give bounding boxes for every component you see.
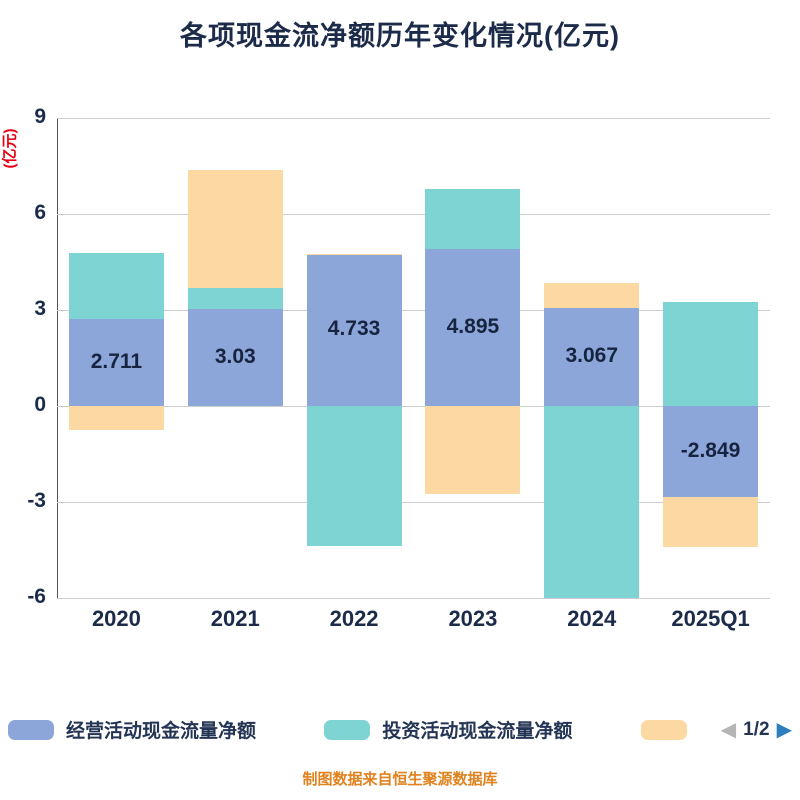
bar-segment-investing-2020[interactable] — [68, 253, 164, 320]
gridline-y-6 — [57, 214, 770, 215]
y-tick-label-6: 6 — [34, 201, 46, 224]
legend-prev-page-icon[interactable]: ◀ — [720, 719, 737, 741]
bar-value-label-2023: 4.895 — [446, 314, 500, 338]
bar-value-label-2021: 3.03 — [214, 344, 256, 368]
bar-segment-other-2021[interactable] — [187, 170, 283, 288]
legend-swatch-other[interactable] — [640, 719, 687, 740]
bar-segment-operating-2023[interactable] — [425, 249, 521, 406]
bar-segment-operating-2020[interactable] — [68, 319, 164, 406]
bar-segment-investing-2021[interactable] — [187, 287, 283, 310]
legend-label-investing: 投资活动现金流量净额 — [382, 721, 573, 742]
legend-label-operating: 经营活动现金流量净额 — [66, 721, 257, 742]
x-tick-label-2021: 2021 — [210, 606, 260, 631]
legend-swatch-operating[interactable] — [8, 719, 54, 740]
y-tick-label--6: -6 — [27, 585, 46, 608]
gridline-y-0 — [57, 406, 770, 407]
bar-segment-other-2024[interactable] — [544, 282, 640, 308]
legend-pagination: ◀ 1/2 ▶ — [721, 717, 792, 742]
y-axis-line — [57, 118, 58, 598]
legend-item-investing[interactable]: 投资活动现金流量净额 — [324, 716, 572, 743]
bar-segment-investing-2023[interactable] — [425, 188, 521, 250]
bar-segment-investing-2024[interactable] — [544, 406, 640, 598]
gridline-y-3 — [57, 310, 770, 311]
bar-value-label-2022: 4.733 — [327, 317, 381, 341]
bar-segment-other-2022[interactable] — [306, 253, 402, 255]
bar-segment-operating-2022[interactable] — [306, 254, 402, 406]
bar-value-label-2025Q1: -2.849 — [680, 438, 741, 462]
bar-value-label-2024: 3.067 — [565, 343, 619, 367]
legend-swatch-investing[interactable] — [324, 719, 371, 740]
bar-segment-other-2020[interactable] — [68, 406, 164, 430]
y-tick-label--3: -3 — [27, 489, 46, 512]
legend-next-page-icon[interactable]: ▶ — [776, 719, 792, 741]
y-tick-label-9: 9 — [34, 105, 46, 128]
x-tick-label-2022: 2022 — [329, 606, 379, 631]
bar-segment-operating-2021[interactable] — [187, 309, 283, 406]
bar-segment-operating-2025Q1[interactable] — [663, 406, 759, 498]
x-tick-label-2020: 2020 — [91, 606, 141, 631]
bar-segment-other-2023[interactable] — [425, 406, 521, 494]
legend-page-indicator: 1/2 — [743, 718, 770, 740]
gridline-y--6 — [57, 598, 770, 599]
bar-segment-other-2025Q1[interactable] — [663, 497, 759, 547]
x-tick-label-2023: 2023 — [448, 606, 498, 631]
bar-value-label-2020: 2.711 — [90, 349, 143, 373]
y-tick-label-3: 3 — [34, 297, 46, 320]
bar-segment-operating-2024[interactable] — [544, 307, 640, 406]
legend-item-other[interactable]: ◀ 1/2 ▶ — [640, 717, 792, 742]
bar-segment-investing-2022[interactable] — [306, 406, 402, 546]
gridline-y--3 — [57, 502, 770, 503]
chart-title: 各项现金流净额历年变化情况(亿元) — [180, 21, 620, 51]
x-tick-label-2025Q1: 2025Q1 — [671, 606, 750, 631]
y-tick-label-0: 0 — [34, 393, 46, 416]
legend-item-operating[interactable]: 经营活动现金流量净额 — [8, 716, 256, 743]
gridline-y-9 — [57, 118, 770, 119]
x-tick-label-2024: 2024 — [567, 606, 617, 631]
data-source-note: 制图数据来自恒生聚源数据库 — [302, 771, 498, 788]
bar-segment-investing-2025Q1[interactable] — [663, 302, 759, 406]
legend: 经营活动现金流量净额 投资活动现金流量净额 ◀ 1/2 ▶ — [8, 716, 792, 743]
